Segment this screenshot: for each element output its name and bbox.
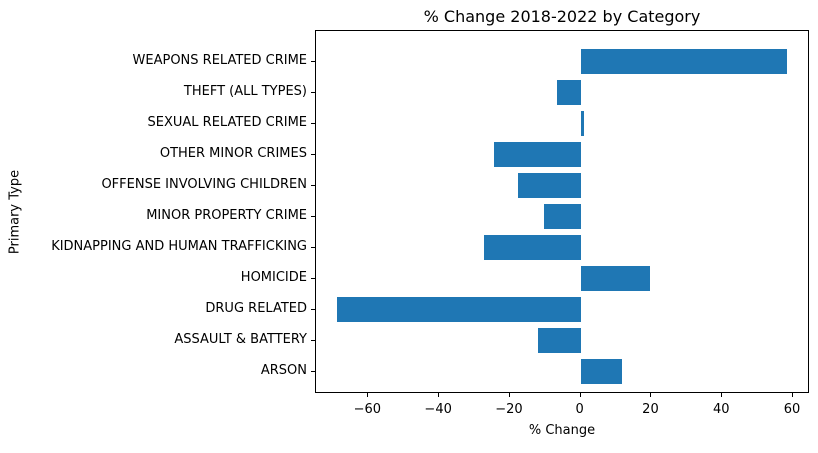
- bar: [580, 266, 651, 291]
- bar: [580, 111, 584, 136]
- x-tick-mark: [438, 393, 440, 397]
- bar: [580, 359, 622, 384]
- x-tick-label: 0: [575, 402, 584, 417]
- bar: [493, 142, 581, 167]
- y-tick-label: ARSON: [260, 363, 307, 378]
- y-tick-label: OTHER MINOR CRIMES: [159, 146, 307, 161]
- y-tick-label: KIDNAPPING AND HUMAN TRAFFICKING: [51, 239, 307, 254]
- x-tick-mark: [650, 393, 652, 397]
- y-tick-label: THEFT (ALL TYPES): [183, 84, 307, 99]
- x-axis-title: % Change: [528, 423, 596, 438]
- bar: [336, 297, 581, 322]
- y-tick-mark: [311, 91, 315, 93]
- y-tick-mark: [311, 370, 315, 372]
- y-tick-label: DRUG RELATED: [205, 301, 307, 316]
- y-tick-label: SEXUAL RELATED CRIME: [147, 115, 308, 130]
- x-tick-label: 20: [642, 402, 659, 417]
- plot-area: [315, 30, 809, 393]
- chart-title: % Change 2018-2022 by Category: [423, 7, 701, 26]
- x-tick-mark: [508, 393, 510, 397]
- y-tick-mark: [311, 339, 315, 341]
- x-tick-label: −20: [495, 402, 523, 417]
- y-tick-label: MINOR PROPERTY CRIME: [146, 208, 307, 223]
- bar: [544, 204, 581, 229]
- y-tick-label: ASSAULT & BATTERY: [174, 332, 307, 347]
- bar: [557, 80, 581, 105]
- x-tick-label: −40: [424, 402, 452, 417]
- y-tick-label: OFFENSE INVOLVING CHILDREN: [101, 177, 307, 192]
- bar: [537, 328, 581, 353]
- bar: [484, 235, 581, 260]
- y-tick-mark: [311, 308, 315, 310]
- x-tick-mark: [367, 393, 369, 397]
- y-tick-label: HOMICIDE: [240, 270, 307, 285]
- x-tick-mark: [721, 393, 723, 397]
- bar: [517, 173, 581, 198]
- x-tick-mark: [792, 393, 793, 397]
- x-tick-label: −60: [353, 402, 382, 417]
- y-tick-mark: [311, 60, 315, 62]
- y-tick-mark: [311, 153, 315, 155]
- y-tick-mark: [311, 215, 315, 217]
- y-tick-label: WEAPONS RELATED CRIME: [132, 53, 307, 68]
- y-tick-mark: [311, 246, 315, 248]
- y-tick-mark: [311, 122, 315, 124]
- y-tick-mark: [311, 277, 315, 279]
- y-tick-mark: [311, 184, 315, 186]
- x-tick-label: 60: [783, 402, 801, 417]
- bar: [580, 49, 787, 74]
- x-tick-mark: [579, 393, 581, 397]
- x-tick-label: 40: [712, 402, 730, 417]
